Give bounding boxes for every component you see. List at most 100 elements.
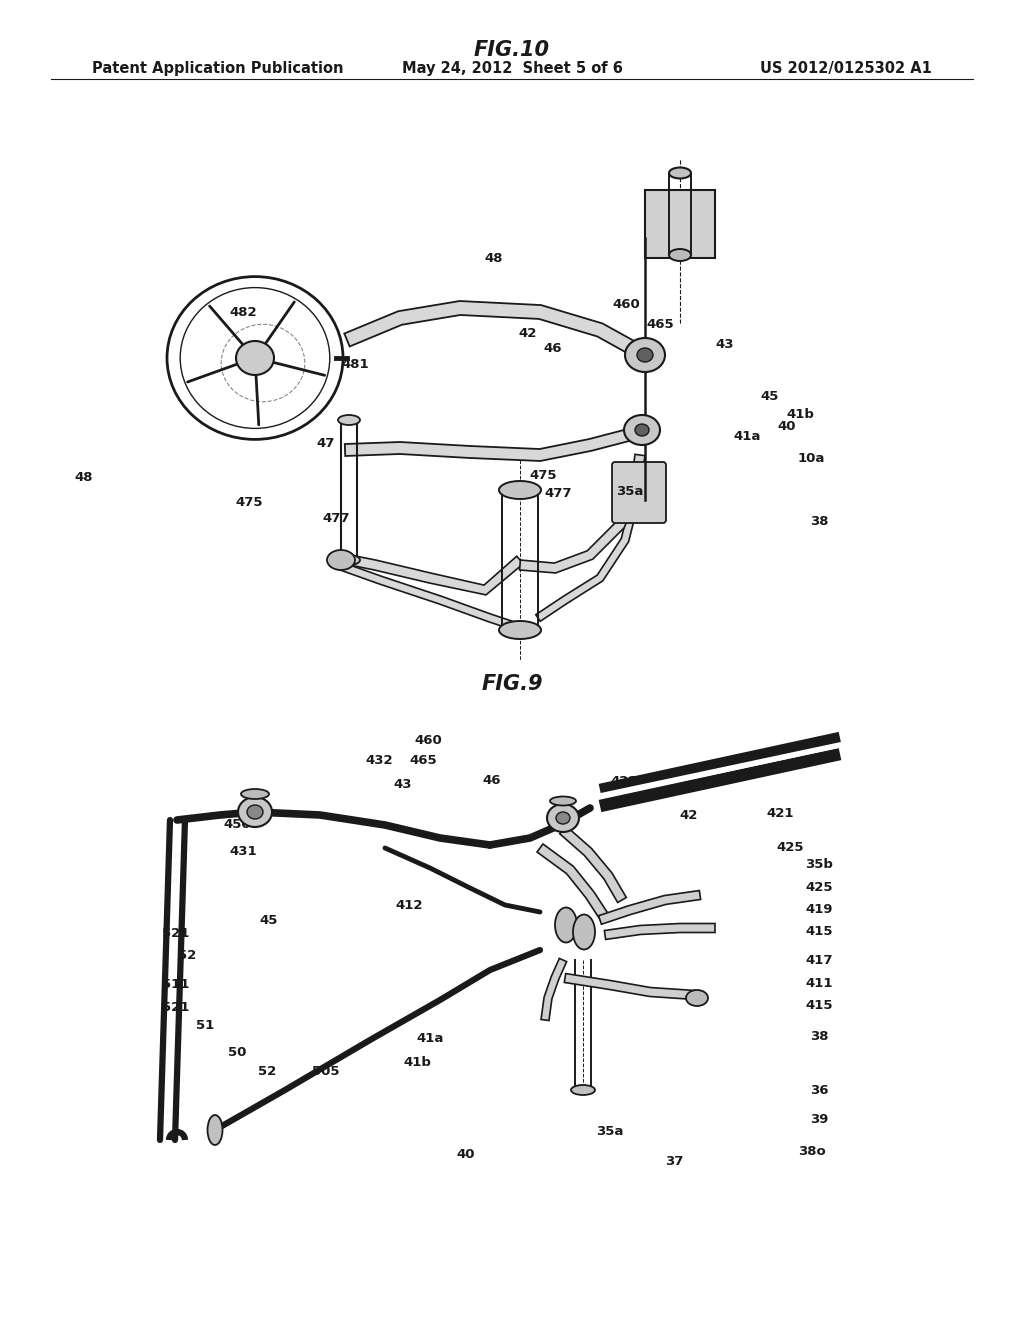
Ellipse shape	[556, 812, 570, 824]
Polygon shape	[536, 499, 639, 622]
Polygon shape	[519, 454, 645, 573]
Ellipse shape	[499, 480, 541, 499]
Text: 45: 45	[761, 389, 779, 403]
Text: 505: 505	[312, 1065, 339, 1078]
Text: 521: 521	[163, 927, 189, 940]
Text: 425: 425	[806, 880, 833, 894]
Text: FIG.9: FIG.9	[481, 673, 543, 694]
Text: May 24, 2012  Sheet 5 of 6: May 24, 2012 Sheet 5 of 6	[401, 61, 623, 77]
Text: 40: 40	[457, 1148, 475, 1162]
Text: 521: 521	[163, 1001, 189, 1014]
Text: 36: 36	[810, 1084, 828, 1097]
Ellipse shape	[547, 804, 579, 832]
Ellipse shape	[208, 1115, 222, 1144]
Text: FIG.10: FIG.10	[474, 40, 550, 61]
Text: 37: 37	[665, 1155, 683, 1168]
Ellipse shape	[669, 168, 691, 178]
Polygon shape	[604, 924, 715, 940]
Text: Patent Application Publication: Patent Application Publication	[92, 61, 344, 77]
Text: 47: 47	[316, 437, 335, 450]
Text: 412: 412	[396, 899, 423, 912]
Text: 450: 450	[224, 818, 251, 832]
Ellipse shape	[686, 990, 708, 1006]
Text: 431: 431	[230, 845, 257, 858]
Polygon shape	[344, 301, 648, 362]
Ellipse shape	[637, 348, 653, 362]
Text: 41b: 41b	[403, 1056, 432, 1069]
Ellipse shape	[499, 620, 541, 639]
Text: 511: 511	[163, 978, 189, 991]
Ellipse shape	[236, 341, 274, 375]
Text: 43: 43	[716, 338, 734, 351]
Text: 48: 48	[75, 471, 93, 484]
Ellipse shape	[338, 554, 360, 565]
Ellipse shape	[555, 908, 577, 942]
Text: 41b: 41b	[786, 408, 815, 421]
Ellipse shape	[550, 796, 575, 805]
Text: 35b: 35b	[805, 858, 834, 871]
Text: 40: 40	[777, 420, 796, 433]
Polygon shape	[541, 958, 566, 1020]
Text: 465: 465	[647, 318, 674, 331]
Text: 50: 50	[228, 1045, 247, 1059]
Ellipse shape	[573, 915, 595, 949]
Text: 51: 51	[196, 1019, 214, 1032]
Text: 35a: 35a	[596, 1125, 623, 1138]
Text: 425: 425	[777, 841, 804, 854]
Ellipse shape	[624, 414, 660, 445]
FancyBboxPatch shape	[645, 190, 715, 257]
Ellipse shape	[238, 797, 272, 828]
Text: 38o: 38o	[798, 1144, 826, 1158]
Ellipse shape	[571, 1085, 595, 1096]
Text: 422: 422	[611, 775, 638, 788]
Text: 460: 460	[414, 734, 442, 747]
Text: 42: 42	[518, 327, 537, 341]
Text: 38: 38	[810, 1030, 828, 1043]
Text: 477: 477	[545, 487, 571, 500]
Text: 415: 415	[806, 999, 833, 1012]
Text: 45: 45	[259, 913, 278, 927]
Polygon shape	[564, 974, 695, 999]
Ellipse shape	[247, 805, 263, 818]
Text: 48: 48	[484, 252, 503, 265]
Text: 41a: 41a	[417, 1032, 443, 1045]
Text: 460: 460	[612, 298, 641, 312]
Text: 432: 432	[366, 754, 392, 767]
Text: 52: 52	[258, 1065, 276, 1078]
Text: 477: 477	[323, 512, 349, 525]
Text: 52: 52	[178, 949, 197, 962]
Text: 475: 475	[529, 469, 556, 482]
Text: 42: 42	[679, 809, 697, 822]
Text: US 2012/0125302 A1: US 2012/0125302 A1	[760, 61, 932, 77]
Text: 10a: 10a	[798, 451, 824, 465]
Ellipse shape	[669, 249, 691, 261]
Text: 415: 415	[806, 925, 833, 939]
Polygon shape	[537, 843, 609, 921]
Text: 417: 417	[806, 954, 833, 968]
Polygon shape	[560, 826, 627, 903]
Text: 411: 411	[806, 977, 833, 990]
Ellipse shape	[625, 338, 665, 372]
Text: 482: 482	[230, 306, 257, 319]
Text: 46: 46	[482, 774, 501, 787]
Polygon shape	[345, 426, 641, 461]
Ellipse shape	[338, 414, 360, 425]
Text: 419: 419	[806, 903, 833, 916]
Ellipse shape	[241, 789, 269, 799]
Text: 39: 39	[810, 1113, 828, 1126]
Text: 43: 43	[393, 777, 412, 791]
Text: 475: 475	[236, 496, 262, 510]
FancyBboxPatch shape	[612, 462, 666, 523]
Polygon shape	[599, 891, 700, 924]
Polygon shape	[337, 561, 521, 632]
Text: 46: 46	[544, 342, 562, 355]
Ellipse shape	[327, 550, 355, 570]
Text: 465: 465	[410, 754, 436, 767]
Text: 38: 38	[810, 515, 828, 528]
Polygon shape	[339, 553, 523, 595]
Text: 421: 421	[767, 807, 794, 820]
Text: 41a: 41a	[734, 430, 761, 444]
Text: 35a: 35a	[616, 484, 643, 498]
Ellipse shape	[635, 424, 649, 436]
Text: 481: 481	[342, 358, 369, 371]
